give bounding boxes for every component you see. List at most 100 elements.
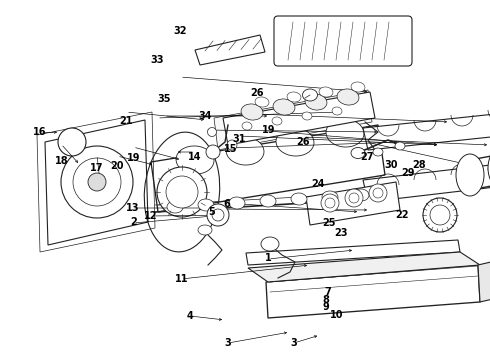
Text: 28: 28: [412, 160, 426, 170]
Text: 22: 22: [395, 210, 409, 220]
Ellipse shape: [73, 158, 121, 206]
Text: 5: 5: [208, 207, 215, 217]
Text: 13: 13: [125, 203, 139, 213]
Text: 16: 16: [33, 127, 47, 138]
Text: 3: 3: [224, 338, 231, 348]
Ellipse shape: [229, 197, 245, 209]
Ellipse shape: [302, 112, 312, 120]
Text: 25: 25: [322, 218, 336, 228]
FancyBboxPatch shape: [274, 16, 412, 66]
Text: 9: 9: [322, 302, 329, 312]
Ellipse shape: [322, 191, 338, 203]
Polygon shape: [363, 110, 490, 150]
Ellipse shape: [157, 167, 207, 217]
Ellipse shape: [272, 117, 282, 125]
Ellipse shape: [349, 193, 359, 203]
Ellipse shape: [212, 209, 224, 221]
Text: 29: 29: [401, 168, 415, 178]
Text: 34: 34: [198, 111, 212, 121]
Ellipse shape: [332, 107, 342, 115]
Ellipse shape: [345, 189, 363, 207]
Ellipse shape: [207, 204, 229, 226]
Polygon shape: [214, 90, 372, 150]
Polygon shape: [45, 120, 148, 245]
Text: 20: 20: [110, 161, 123, 171]
Text: 32: 32: [173, 26, 187, 36]
Ellipse shape: [430, 205, 450, 225]
Ellipse shape: [88, 173, 106, 191]
Text: 27: 27: [360, 152, 373, 162]
Text: 33: 33: [150, 55, 164, 66]
Ellipse shape: [241, 104, 263, 120]
Ellipse shape: [321, 194, 339, 212]
Text: 30: 30: [384, 160, 398, 170]
Ellipse shape: [291, 193, 307, 205]
Polygon shape: [195, 35, 265, 65]
Ellipse shape: [395, 142, 405, 150]
Text: 12: 12: [144, 211, 158, 221]
Text: 26: 26: [296, 137, 310, 147]
Ellipse shape: [325, 198, 335, 208]
Ellipse shape: [242, 122, 252, 130]
Ellipse shape: [319, 87, 333, 97]
Text: 2: 2: [130, 217, 137, 228]
Ellipse shape: [353, 189, 369, 201]
Ellipse shape: [255, 97, 269, 107]
Text: 10: 10: [330, 310, 344, 320]
Polygon shape: [248, 252, 480, 282]
Ellipse shape: [373, 188, 383, 198]
Text: 1: 1: [265, 253, 272, 264]
Polygon shape: [151, 125, 385, 212]
Text: 3: 3: [291, 338, 297, 348]
Polygon shape: [478, 258, 490, 302]
Ellipse shape: [305, 94, 327, 110]
Ellipse shape: [198, 225, 212, 235]
Polygon shape: [266, 265, 480, 318]
Ellipse shape: [166, 176, 198, 208]
Ellipse shape: [261, 237, 279, 251]
Text: 15: 15: [223, 144, 237, 154]
Ellipse shape: [369, 184, 387, 202]
Text: 19: 19: [262, 125, 275, 135]
Ellipse shape: [198, 199, 214, 211]
Polygon shape: [223, 92, 375, 145]
Text: 14: 14: [188, 152, 202, 162]
Text: 7: 7: [324, 287, 331, 297]
Text: 35: 35: [157, 94, 171, 104]
Ellipse shape: [456, 154, 484, 196]
Text: 26: 26: [250, 88, 264, 98]
Text: 8: 8: [322, 294, 329, 305]
Text: 18: 18: [54, 156, 68, 166]
Ellipse shape: [260, 195, 276, 207]
Ellipse shape: [58, 128, 86, 156]
Text: 21: 21: [120, 116, 133, 126]
Polygon shape: [363, 160, 490, 202]
Ellipse shape: [351, 82, 365, 92]
Ellipse shape: [351, 148, 365, 158]
Text: 24: 24: [311, 179, 324, 189]
Text: 31: 31: [232, 134, 246, 144]
Text: 23: 23: [334, 228, 347, 238]
Text: 11: 11: [174, 274, 188, 284]
Ellipse shape: [488, 147, 490, 189]
Text: 4: 4: [187, 311, 194, 321]
Ellipse shape: [206, 145, 220, 159]
Ellipse shape: [326, 119, 364, 147]
Ellipse shape: [287, 92, 301, 102]
Text: 17: 17: [90, 163, 104, 174]
Ellipse shape: [276, 128, 314, 156]
Ellipse shape: [302, 89, 318, 101]
Polygon shape: [246, 240, 460, 265]
Ellipse shape: [226, 137, 264, 165]
Ellipse shape: [337, 89, 359, 105]
Ellipse shape: [61, 146, 133, 218]
Ellipse shape: [227, 140, 237, 150]
Ellipse shape: [423, 198, 457, 232]
Ellipse shape: [176, 146, 214, 174]
Text: 6: 6: [223, 199, 230, 210]
Ellipse shape: [207, 127, 217, 136]
Ellipse shape: [373, 148, 383, 156]
Ellipse shape: [273, 99, 295, 115]
Polygon shape: [306, 182, 400, 225]
Text: 19: 19: [126, 153, 140, 163]
